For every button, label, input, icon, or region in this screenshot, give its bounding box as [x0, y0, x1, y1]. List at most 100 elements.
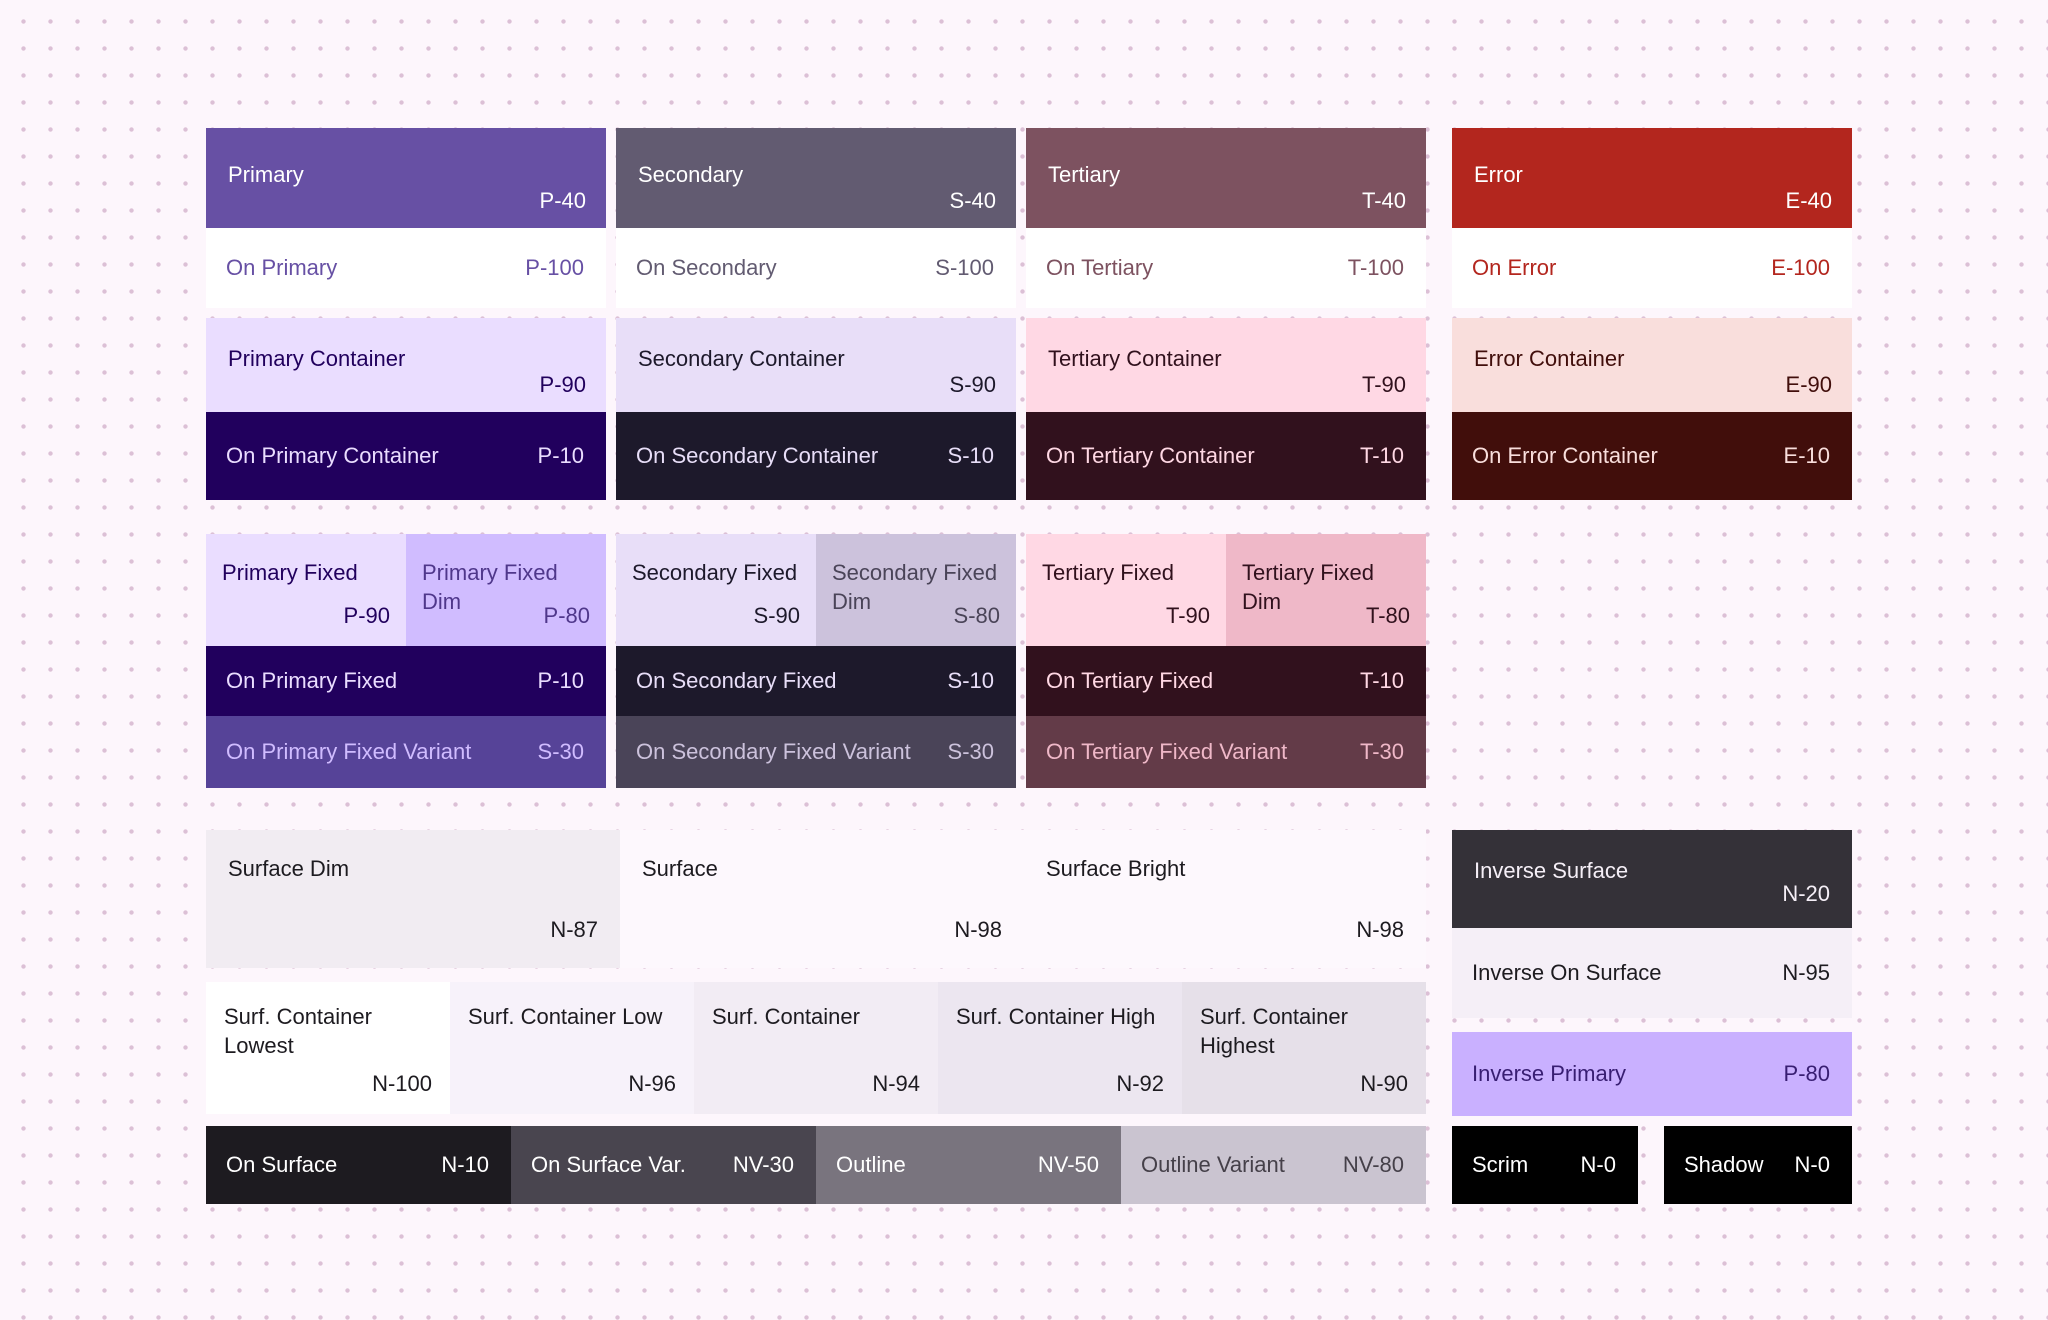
swatch-label: Tertiary Fixed Dim [1242, 560, 1375, 615]
swatch-tone: NV-30 [732, 1152, 794, 1178]
swatch-tone: P-40 [539, 187, 586, 213]
swatch-on-tertiary[interactable]: On Tertiary T-100 [1026, 228, 1426, 308]
swatch-tone: E-90 [1785, 371, 1832, 397]
swatch-label: Surface Bright [1046, 856, 1186, 881]
swatch-tertiary-container[interactable]: Tertiary Container T-90 [1026, 318, 1426, 412]
swatch-label: Inverse Surface [1474, 858, 1629, 883]
swatch-label: On Tertiary Fixed [1046, 668, 1214, 694]
swatch-tone: P-100 [525, 255, 584, 281]
swatch-on-surface[interactable]: On Surface N-10 [206, 1126, 511, 1204]
swatch-label: On Primary Fixed [226, 668, 398, 694]
swatch-tertiary[interactable]: Tertiary T-40 [1026, 128, 1426, 228]
swatch-secondary-fixed[interactable]: Secondary Fixed S-90 [616, 534, 816, 646]
swatch-error-container[interactable]: Error Container E-90 [1452, 318, 1852, 412]
swatch-tone: T-80 [1365, 602, 1410, 628]
swatch-on-primary-container[interactable]: On Primary Container P-10 [206, 412, 606, 500]
swatch-label: On Tertiary Fixed Variant [1046, 739, 1288, 765]
swatch-surface-container[interactable]: Surf. Container N-94 [694, 982, 938, 1114]
swatch-on-secondary-container[interactable]: On Secondary Container S-10 [616, 412, 1016, 500]
swatch-surface-container-low[interactable]: Surf. Container Low N-96 [450, 982, 694, 1114]
swatch-label: On Surface [226, 1152, 338, 1178]
swatch-outline[interactable]: Outline NV-50 [816, 1126, 1121, 1204]
swatch-label: Surf. Container [712, 1004, 860, 1029]
swatch-inverse-on-surface[interactable]: Inverse On Surface N-95 [1452, 928, 1852, 1018]
swatch-error[interactable]: Error E-40 [1452, 128, 1852, 228]
swatch-label: Inverse Primary [1472, 1061, 1627, 1087]
swatch-on-primary[interactable]: On Primary P-100 [206, 228, 606, 308]
swatch-scrim[interactable]: Scrim N-0 [1452, 1126, 1638, 1204]
swatch-tone: S-30 [537, 739, 584, 765]
swatch-label: Surf. Container Low [468, 1004, 663, 1029]
swatch-tone: T-100 [1347, 255, 1404, 281]
swatch-on-tertiary-container[interactable]: On Tertiary Container T-10 [1026, 412, 1426, 500]
swatch-tone: N-96 [628, 1070, 676, 1096]
swatch-label: Surf. Container High [956, 1004, 1156, 1029]
swatch-tone: S-100 [935, 255, 994, 281]
swatch-primary-fixed-dim[interactable]: Primary Fixed Dim P-80 [406, 534, 606, 646]
swatch-surface[interactable]: Surface N-98 [620, 830, 1024, 968]
swatch-tertiary-fixed-dim[interactable]: Tertiary Fixed Dim T-80 [1226, 534, 1426, 646]
swatch-primary[interactable]: Primary P-40 [206, 128, 606, 228]
swatch-label: Inverse On Surface [1472, 960, 1662, 986]
swatch-tone: N-94 [872, 1070, 920, 1096]
swatch-surface-dim[interactable]: Surface Dim N-87 [206, 830, 620, 968]
swatch-label: On Error Container [1472, 443, 1658, 469]
swatch-secondary-fixed-dim[interactable]: Secondary Fixed Dim S-80 [816, 534, 1016, 646]
swatch-label: Shadow [1684, 1152, 1764, 1178]
swatch-inverse-primary[interactable]: Inverse Primary P-80 [1452, 1032, 1852, 1116]
swatch-label: Secondary Fixed [632, 560, 798, 585]
swatch-label: Tertiary [1048, 162, 1121, 187]
swatch-tone: E-10 [1783, 443, 1830, 469]
swatch-primary-fixed[interactable]: Primary Fixed P-90 [206, 534, 406, 646]
swatch-tone: NV-80 [1342, 1152, 1404, 1178]
swatch-surface-container-lowest[interactable]: Surf. Container Lowest N-100 [206, 982, 450, 1114]
swatch-tone: N-100 [372, 1070, 432, 1096]
swatch-tone: T-10 [1359, 443, 1404, 469]
swatch-label: On Secondary [636, 255, 777, 281]
swatch-primary-container[interactable]: Primary Container P-90 [206, 318, 606, 412]
swatch-label: Primary Fixed Dim [422, 560, 558, 615]
swatch-label: Primary [228, 162, 304, 187]
swatch-on-primary-fixed-variant[interactable]: On Primary Fixed Variant S-30 [206, 716, 606, 788]
swatch-secondary-container[interactable]: Secondary Container S-90 [616, 318, 1016, 412]
swatch-on-secondary[interactable]: On Secondary S-100 [616, 228, 1016, 308]
swatch-surface-container-highest[interactable]: Surf. Container Highest N-90 [1182, 982, 1426, 1114]
swatch-tone: T-90 [1165, 602, 1210, 628]
swatch-label: Tertiary Fixed [1042, 560, 1175, 585]
swatch-inverse-surface[interactable]: Inverse Surface N-20 [1452, 830, 1852, 928]
swatch-on-surface-variant[interactable]: On Surface Var. NV-30 [511, 1126, 816, 1204]
swatch-tone: P-90 [539, 371, 586, 397]
swatch-tone: S-90 [753, 602, 800, 628]
swatch-tone: N-98 [954, 916, 1002, 942]
swatch-label: Surface Dim [228, 856, 350, 881]
swatch-tone: T-90 [1361, 371, 1406, 397]
swatch-label: Tertiary Container [1048, 346, 1222, 371]
swatch-secondary[interactable]: Secondary S-40 [616, 128, 1016, 228]
swatch-label: Error [1474, 162, 1523, 187]
swatch-label: On Primary Container [226, 443, 439, 469]
swatch-label: On Secondary Fixed Variant [636, 739, 911, 765]
swatch-on-error-container[interactable]: On Error Container E-10 [1452, 412, 1852, 500]
swatch-on-tertiary-fixed-variant[interactable]: On Tertiary Fixed Variant T-30 [1026, 716, 1426, 788]
swatch-label: On Primary Fixed Variant [226, 739, 472, 765]
swatch-on-error[interactable]: On Error E-100 [1452, 228, 1852, 308]
swatch-outline-variant[interactable]: Outline Variant NV-80 [1121, 1126, 1426, 1204]
swatch-label: Secondary [638, 162, 744, 187]
swatch-shadow[interactable]: Shadow N-0 [1664, 1126, 1852, 1204]
swatch-on-secondary-fixed-variant[interactable]: On Secondary Fixed Variant S-30 [616, 716, 1016, 788]
swatch-tone: N-95 [1782, 960, 1830, 986]
swatch-tone: E-100 [1771, 255, 1830, 281]
swatch-surface-container-high[interactable]: Surf. Container High N-92 [938, 982, 1182, 1114]
swatch-tone: S-40 [949, 187, 996, 213]
swatch-tone: P-10 [537, 668, 584, 694]
swatch-on-tertiary-fixed[interactable]: On Tertiary Fixed T-10 [1026, 646, 1426, 716]
swatch-label: Secondary Fixed Dim [832, 560, 998, 615]
swatch-on-secondary-fixed[interactable]: On Secondary Fixed S-10 [616, 646, 1016, 716]
swatch-on-primary-fixed[interactable]: On Primary Fixed P-10 [206, 646, 606, 716]
swatch-surface-bright[interactable]: Surface Bright N-98 [1024, 830, 1426, 968]
swatch-tone: N-87 [550, 916, 598, 942]
swatch-tone: P-90 [343, 602, 390, 628]
swatch-tertiary-fixed[interactable]: Tertiary Fixed T-90 [1026, 534, 1226, 646]
swatch-tone: S-10 [947, 668, 994, 694]
